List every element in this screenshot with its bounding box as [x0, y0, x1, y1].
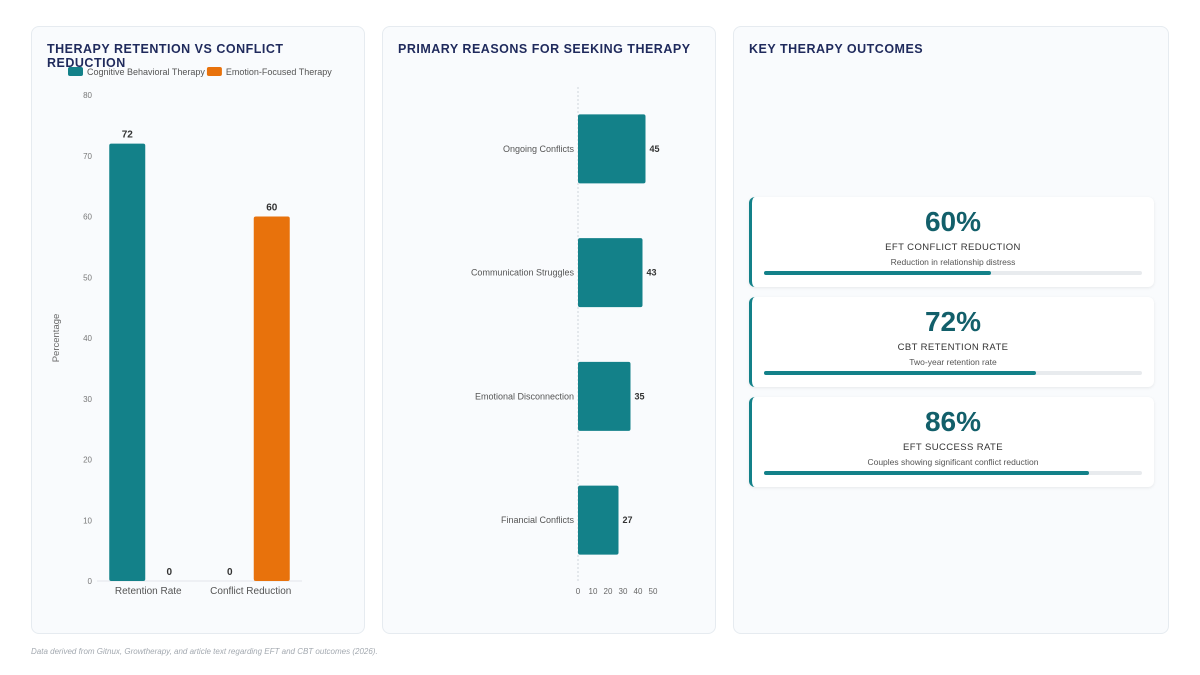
- retention-conflict-panel: THERAPY RETENTION VS CONFLICT REDUCTION …: [31, 26, 365, 634]
- x-tick-label-retention-rate: Retention Rate: [115, 586, 182, 597]
- y-tick-label: 10: [83, 516, 92, 525]
- x-tick-label: 10: [589, 587, 598, 596]
- x-tick-label: 50: [649, 587, 658, 596]
- outcome-value: 86%: [924, 406, 982, 437]
- outcome-description: Reduction in relationship distress: [890, 257, 1016, 267]
- chart2-title: PRIMARY REASONS FOR SEEKING THERAPY: [398, 42, 691, 56]
- data-label: 35: [635, 391, 645, 401]
- outcome-card-eft-success-rate: 86% EFT SUCCESS RATE Couples showing sig…: [749, 397, 1154, 487]
- outcome-title: EFT SUCCESS RATE: [902, 442, 1003, 453]
- outcome-card-eft-conflict-reduction: 60% EFT CONFLICT REDUCTION Reduction in …: [749, 197, 1154, 287]
- y-tick-label-ongoing-conflicts: Ongoing Conflicts: [503, 144, 575, 154]
- bar-ongoing-conflicts: [578, 114, 646, 184]
- outcome-progress-fill: [764, 271, 991, 275]
- data-label: 27: [623, 515, 633, 525]
- data-label: 45: [650, 144, 660, 154]
- outcome-value: 60%: [924, 206, 982, 237]
- outcome-description: Couples showing significant conflict red…: [867, 457, 1039, 467]
- data-label: 60: [266, 203, 278, 214]
- legend-swatch-emotion-focused-therapy: [206, 67, 222, 76]
- outcome-progress-track: [764, 471, 1142, 475]
- bar-communication-struggles: [578, 238, 643, 308]
- data-label: 72: [122, 130, 134, 141]
- chart1-title: THERAPY RETENTION VS CONFLICT REDUCTION: [47, 42, 284, 70]
- legend-label-emotion-focused-therapy: Emotion-Focused Therapy: [226, 67, 332, 77]
- y-tick-label-financial-conflicts: Financial Conflicts: [501, 515, 575, 525]
- outcomes-title: KEY THERAPY OUTCOMES: [749, 42, 924, 56]
- y-tick-label-emotional-disconnection: Emotional Disconnection: [475, 391, 574, 401]
- retention-conflict-chart: Cognitive Behavioral Therapy Emotion-Focu…: [51, 67, 332, 597]
- y-tick-label: 70: [83, 152, 92, 161]
- bar-emotional-disconnection: [578, 361, 631, 431]
- y-tick-label: 60: [83, 213, 92, 222]
- data-label: 0: [227, 567, 233, 578]
- outcome-progress-track: [764, 271, 1142, 275]
- outcome-card-cbt-retention-rate: 72% CBT RETENTION RATE Two-year retentio…: [749, 297, 1154, 387]
- legend-label-cognitive-behavioral-therapy: Cognitive Behavioral Therapy: [87, 67, 205, 77]
- bar-emotion-focused-therapy-conflict-reduction: [253, 216, 290, 581]
- y-tick-label: 40: [83, 334, 92, 343]
- y-tick-label: 50: [83, 273, 92, 282]
- outcome-title: CBT RETENTION RATE: [897, 342, 1009, 353]
- legend-swatch-cognitive-behavioral-therapy: [68, 67, 83, 76]
- y-axis-label: Percentage: [51, 314, 62, 363]
- outcomes-panel: KEY THERAPY OUTCOMES 60% EFT CONFLICT RE…: [733, 26, 1169, 634]
- reasons-chart: Ongoing Conflicts 45 Communication Struggl…: [471, 87, 660, 596]
- x-tick-label-conflict-reduction: Conflict Reduction: [210, 586, 291, 597]
- y-tick-label: 20: [83, 456, 92, 465]
- data-label: 43: [647, 268, 657, 278]
- x-tick-label: 40: [634, 587, 643, 596]
- y-tick-label-communication-struggles: Communication Struggles: [471, 268, 575, 278]
- y-tick-label: 0: [88, 577, 93, 586]
- bar-financial-conflicts: [578, 485, 619, 555]
- x-tick-label: 20: [604, 587, 613, 596]
- reasons-panel: PRIMARY REASONS FOR SEEKING THERAPY Ongo…: [382, 26, 716, 634]
- y-tick-label: 30: [83, 395, 92, 404]
- y-tick-label: 80: [83, 91, 92, 100]
- outcome-description: Two-year retention rate: [909, 357, 997, 367]
- outcome-value: 72%: [924, 306, 982, 337]
- data-label: 0: [166, 567, 172, 578]
- outcome-title: EFT CONFLICT REDUCTION: [885, 242, 1021, 253]
- outcome-progress-fill: [764, 371, 1037, 375]
- x-tick-label: 30: [619, 587, 628, 596]
- outcome-progress-fill: [764, 471, 1090, 475]
- bar-cognitive-behavioral-therapy-retention-rate: [109, 143, 146, 581]
- x-tick-label: 0: [576, 587, 581, 596]
- source-footnote: Data derived from Gitnux, Growtherapy, a…: [31, 647, 378, 656]
- outcome-progress-track: [764, 371, 1142, 375]
